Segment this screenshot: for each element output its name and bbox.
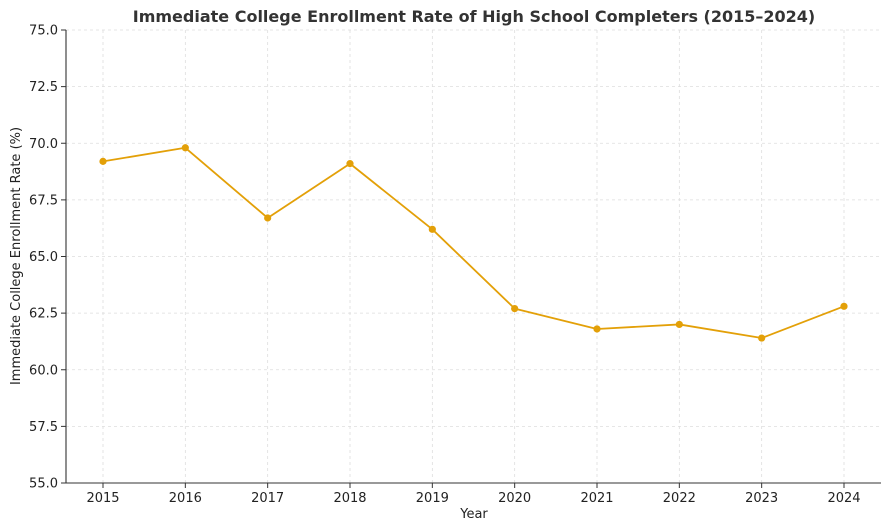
y-tick-label: 67.5	[29, 193, 58, 208]
data-point	[840, 302, 848, 310]
x-tick-label: 2019	[416, 491, 449, 506]
ticks-layer: 2015 2016 2017 2018 2019 2020 2021 2022 2023 2024…	[29, 24, 861, 507]
data-point	[675, 320, 683, 329]
y-tick-label: 55.0	[29, 477, 58, 492]
y-tick-label: 62.5	[29, 307, 58, 322]
x-tick-label: 2020	[498, 491, 531, 506]
data-point	[99, 157, 107, 165]
y-tick-label: 70.0	[29, 137, 58, 152]
x-tick-label: 2023	[745, 491, 778, 506]
data-point	[593, 325, 601, 333]
x-tick-label: 2016	[169, 491, 202, 506]
x-tick-label: 2021	[580, 491, 613, 506]
data-point	[346, 160, 354, 168]
grid-layer	[66, 29, 881, 484]
x-tick-label: 2015	[86, 491, 119, 506]
y-tick-label: 57.5	[29, 420, 58, 435]
data-point	[758, 334, 766, 342]
data-point	[181, 144, 189, 152]
x-axis-label: Year	[459, 507, 488, 522]
chart-title: Immediate College Enrollment Rate of Hig…	[133, 7, 816, 26]
series-line	[102, 146, 845, 339]
y-tick-label: 75.0	[29, 24, 58, 39]
data-point	[264, 214, 272, 222]
y-tick-label: 60.0	[29, 363, 58, 378]
data-point	[428, 225, 436, 233]
x-tick-label: 2024	[827, 491, 860, 506]
x-tick-label: 2022	[663, 491, 696, 506]
y-tick-label: 72.5	[29, 80, 58, 95]
y-axis-label: Immediate College Enrollment Rate (%)	[9, 127, 24, 385]
y-tick-label: 65.0	[29, 250, 58, 265]
data-point	[511, 304, 519, 313]
series-layer	[99, 144, 848, 342]
x-tick-label: 2018	[333, 491, 366, 506]
x-tick-label: 2017	[251, 491, 284, 506]
